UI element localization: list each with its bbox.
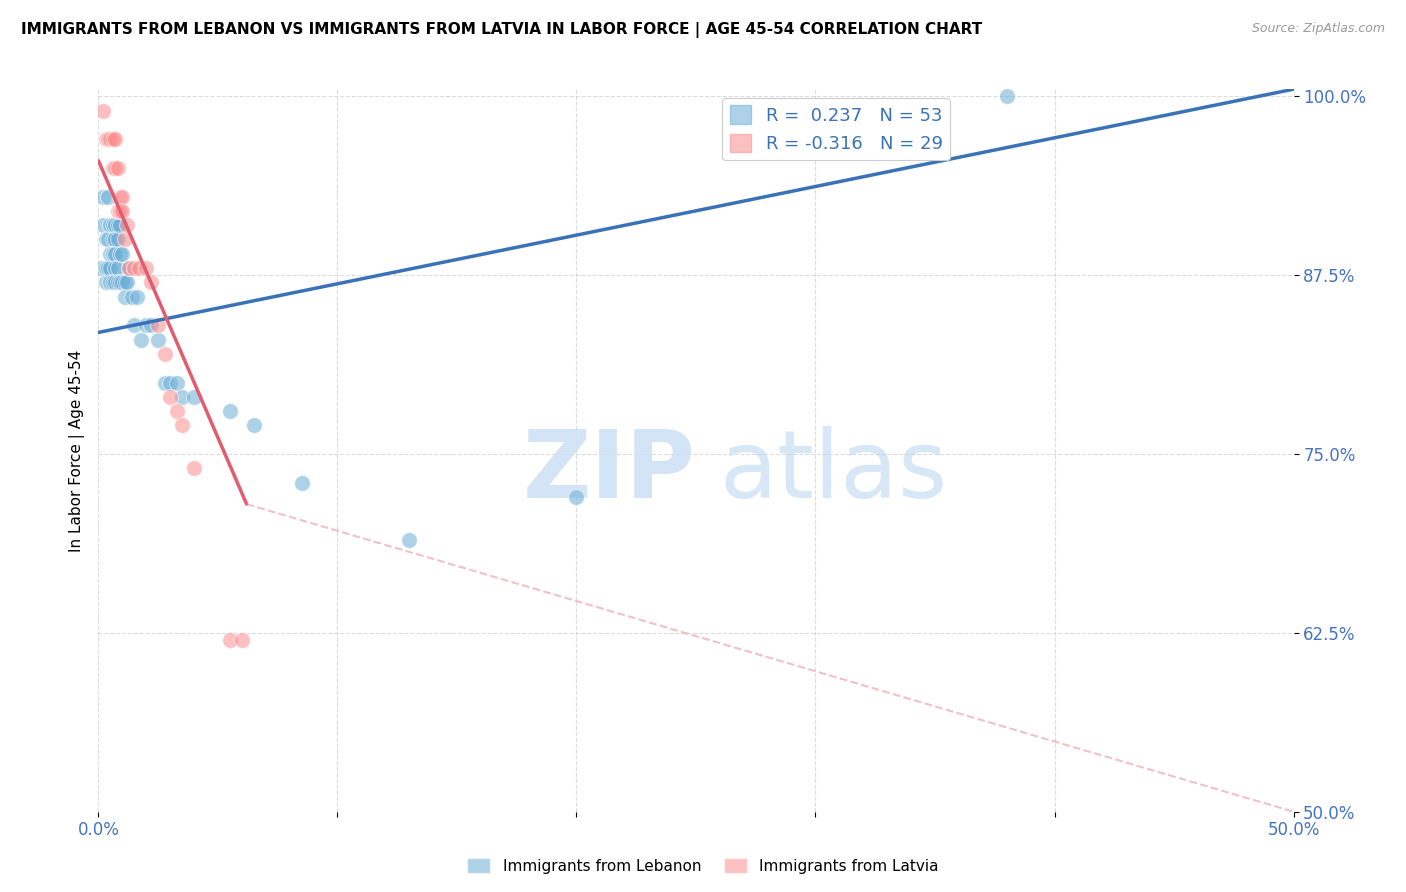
Point — [995, 89, 1018, 103]
Point — [159, 376, 181, 390]
Point — [398, 533, 420, 547]
Point — [107, 203, 129, 218]
Point — [108, 203, 131, 218]
Point — [128, 260, 150, 275]
Legend: Immigrants from Lebanon, Immigrants from Latvia: Immigrants from Lebanon, Immigrants from… — [461, 852, 945, 880]
Point — [101, 218, 124, 232]
Point — [114, 232, 136, 246]
Point — [148, 318, 170, 333]
Point — [104, 260, 127, 275]
Point — [98, 246, 122, 260]
Point — [115, 218, 138, 232]
Point — [125, 290, 148, 304]
Point — [91, 103, 114, 118]
Point — [97, 260, 120, 275]
Point — [139, 276, 162, 290]
Point — [111, 203, 134, 218]
Point — [101, 132, 124, 146]
Point — [183, 390, 205, 404]
Point — [101, 276, 124, 290]
Point — [108, 218, 131, 232]
Point — [135, 318, 157, 333]
Point — [98, 260, 122, 275]
Point — [231, 633, 253, 648]
Point — [291, 475, 314, 490]
Point — [155, 376, 177, 390]
Point — [111, 189, 134, 203]
Point — [107, 260, 129, 275]
Point — [121, 290, 143, 304]
Point — [104, 276, 127, 290]
Point — [172, 418, 194, 433]
Point — [243, 418, 266, 433]
Text: atlas: atlas — [720, 426, 948, 518]
Point — [219, 404, 242, 418]
Point — [107, 161, 129, 175]
Y-axis label: In Labor Force | Age 45-54: In Labor Force | Age 45-54 — [69, 350, 84, 551]
Point — [107, 218, 129, 232]
Text: Source: ZipAtlas.com: Source: ZipAtlas.com — [1251, 22, 1385, 36]
Point — [135, 260, 157, 275]
Point — [97, 189, 120, 203]
Point — [166, 404, 188, 418]
Point — [90, 260, 112, 275]
Point — [131, 333, 153, 347]
Point — [565, 490, 588, 504]
Point — [98, 276, 122, 290]
Point — [94, 232, 117, 246]
Point — [124, 318, 146, 333]
Point — [111, 276, 134, 290]
Point — [159, 390, 181, 404]
Point — [108, 189, 131, 203]
Point — [94, 132, 117, 146]
Point — [114, 290, 136, 304]
Point — [108, 276, 131, 290]
Point — [148, 333, 170, 347]
Point — [101, 161, 124, 175]
Point — [104, 232, 127, 246]
Point — [98, 132, 122, 146]
Point — [94, 260, 117, 275]
Point — [107, 276, 129, 290]
Point — [139, 318, 162, 333]
Point — [183, 461, 205, 475]
Point — [219, 633, 242, 648]
Point — [124, 260, 146, 275]
Point — [166, 376, 188, 390]
Point — [115, 276, 138, 290]
Point — [91, 189, 114, 203]
Point — [91, 218, 114, 232]
Point — [118, 260, 141, 275]
Point — [98, 218, 122, 232]
Point — [114, 276, 136, 290]
Point — [111, 246, 134, 260]
Point — [97, 232, 120, 246]
Point — [104, 246, 127, 260]
Point — [94, 276, 117, 290]
Point — [108, 246, 131, 260]
Point — [97, 132, 120, 146]
Point — [104, 218, 127, 232]
Point — [101, 246, 124, 260]
Legend: R =  0.237   N = 53, R = -0.316   N = 29: R = 0.237 N = 53, R = -0.316 N = 29 — [723, 98, 950, 161]
Point — [101, 232, 124, 246]
Point — [104, 132, 127, 146]
Point — [104, 161, 127, 175]
Point — [155, 347, 177, 361]
Text: IMMIGRANTS FROM LEBANON VS IMMIGRANTS FROM LATVIA IN LABOR FORCE | AGE 45-54 COR: IMMIGRANTS FROM LEBANON VS IMMIGRANTS FR… — [21, 22, 983, 38]
Point — [118, 260, 141, 275]
Text: ZIP: ZIP — [523, 426, 696, 518]
Point — [172, 390, 194, 404]
Point — [107, 232, 129, 246]
